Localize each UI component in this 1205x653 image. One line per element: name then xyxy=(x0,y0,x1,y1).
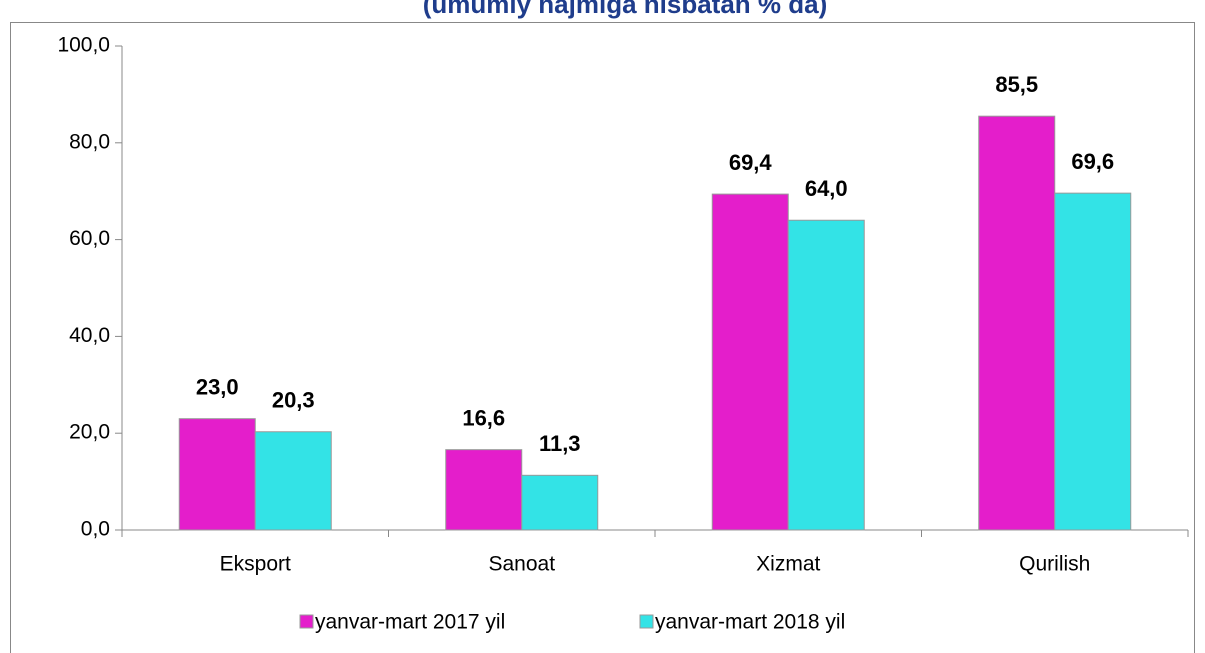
y-tick-label: 80,0 xyxy=(69,130,110,153)
legend-label: yanvar-mart 2018 yil xyxy=(655,611,845,634)
bar xyxy=(521,474,599,531)
y-tick-label: 0,0 xyxy=(81,518,110,541)
y-tick-label: 100,0 xyxy=(57,34,110,57)
bar xyxy=(445,449,523,531)
legend-label: yanvar-mart 2017 yil xyxy=(315,611,505,634)
legend-swatch xyxy=(299,614,314,629)
y-tick-label: 60,0 xyxy=(69,227,110,250)
bar xyxy=(711,193,789,531)
y-tick-label: 40,0 xyxy=(69,324,110,347)
bar xyxy=(1054,192,1132,531)
value-label: 64,0 xyxy=(805,176,848,201)
x-tick-label: Xizmat xyxy=(756,553,820,576)
value-label: 69,4 xyxy=(729,150,773,175)
value-label: 20,3 xyxy=(272,388,315,413)
bar xyxy=(787,219,865,531)
y-tick-label: 20,0 xyxy=(69,421,110,444)
value-label: 11,3 xyxy=(539,431,581,456)
chart-title: (umumiy hajmiga nisbatan % da) xyxy=(423,0,828,19)
bar xyxy=(178,418,256,531)
bar xyxy=(254,431,332,531)
legend-swatch xyxy=(639,614,654,629)
value-label: 16,6 xyxy=(462,405,505,430)
value-label: 23,0 xyxy=(196,374,239,399)
bar xyxy=(978,115,1056,531)
x-tick-label: Qurilish xyxy=(1019,553,1090,576)
value-label: 85,5 xyxy=(995,72,1038,97)
x-tick-label: Eksport xyxy=(220,553,291,576)
value-label: 69,6 xyxy=(1071,149,1114,174)
x-tick-label: Sanoat xyxy=(488,553,555,576)
